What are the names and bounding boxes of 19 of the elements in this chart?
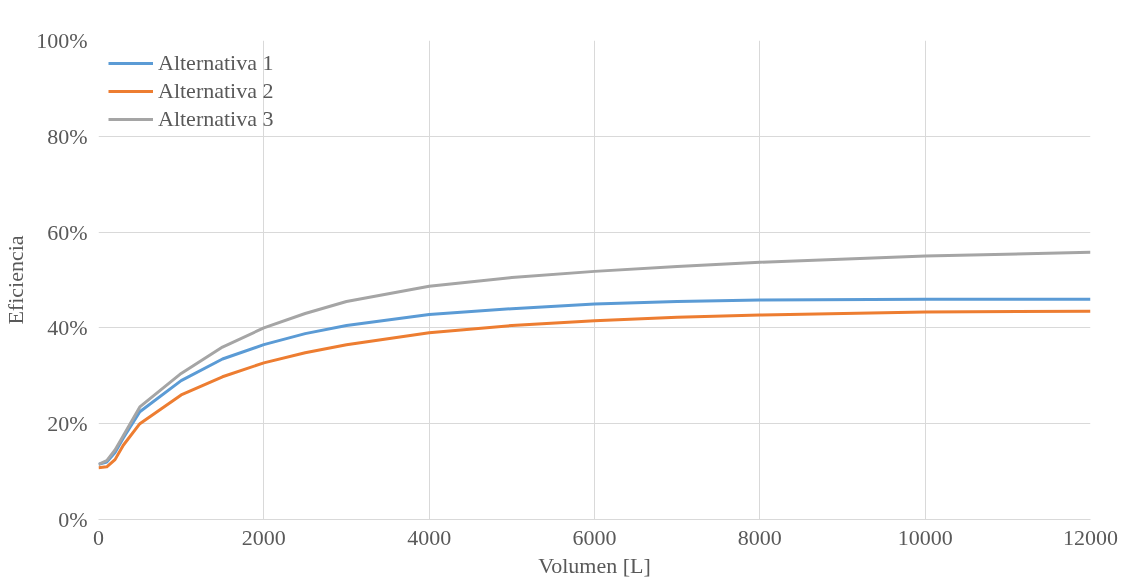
x-tick-label: 2000 [241,524,286,550]
y-tick-label: 100% [36,28,88,53]
y-tick-label: 60% [47,219,88,245]
y-tick-label: 0% [58,507,88,532]
x-tick-label: 8000 [737,524,782,550]
x-axis-title: Volumen [L] [538,552,651,578]
x-tick-label: 12000 [1063,524,1118,550]
y-axis-title: Eficiencia [3,235,29,325]
x-tick-label: 10000 [897,524,953,550]
x-tick-label: 0 [93,524,104,550]
y-tick-label: 80% [47,123,88,149]
x-tick-label: 6000 [572,524,617,550]
legend-label: Alternativa 3 [158,106,274,132]
y-tick-label: 20% [47,411,88,437]
x-tick-label: 4000 [407,524,452,550]
line-series [98,250,1091,466]
legend-label: Alternativa 2 [158,78,274,104]
legend-label: Alternativa 1 [158,50,274,76]
y-tick-label: 40% [47,315,88,341]
